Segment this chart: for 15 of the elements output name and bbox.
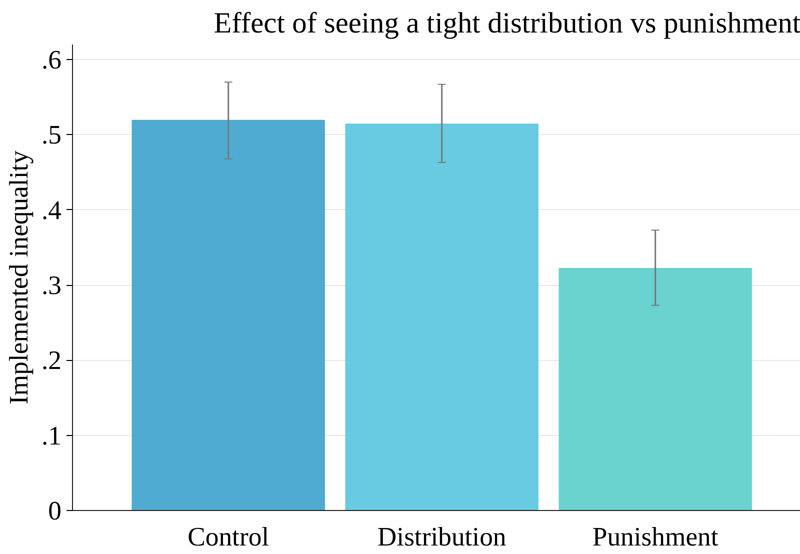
y-tick-label: .2 xyxy=(42,345,62,376)
x-tick-label: Punishment xyxy=(592,522,719,552)
y-tick-label: .6 xyxy=(42,44,62,75)
y-tick-label: 0 xyxy=(48,496,62,526)
bar xyxy=(345,124,538,510)
x-tick-label: Distribution xyxy=(377,522,506,552)
bar xyxy=(558,268,752,510)
y-tick-label: .3 xyxy=(42,270,62,300)
y-tick-label: .1 xyxy=(42,420,62,450)
y-tick-label: .5 xyxy=(42,120,62,150)
y-axis-title: Implemented inequality xyxy=(4,150,34,404)
x-tick-label: Control xyxy=(188,522,270,552)
y-tick-label: .4 xyxy=(42,194,62,225)
chart-title: Effect of seeing a tight distribution vs punishment xyxy=(214,8,800,40)
bar xyxy=(132,120,325,510)
